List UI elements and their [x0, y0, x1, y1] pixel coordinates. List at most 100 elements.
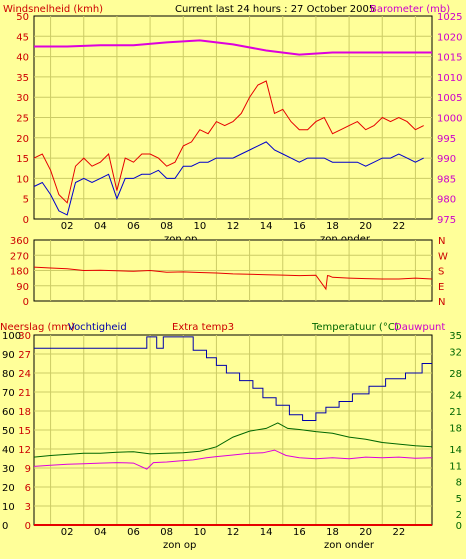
direction-y-tick: 180 [10, 267, 29, 278]
compass-label: W [438, 251, 448, 262]
humidity-y-ticks: 0 10 20 30 40 50 60 70 80 90 100 [2, 331, 21, 532]
x-tick-label: 22 [392, 527, 405, 538]
wind-y-tick: 40 [16, 53, 29, 64]
rain-y-tick: 24 [18, 369, 31, 380]
temperature-y-tick: 5 [456, 494, 462, 505]
x-tick-label: 20 [359, 527, 372, 538]
rain-y-tick: 12 [18, 445, 31, 456]
humidity-y-tick: 40 [2, 445, 15, 456]
compass-label: N [438, 297, 445, 308]
direction-y-tick: 270 [10, 251, 29, 262]
sunset-label-2: zon onder [324, 540, 375, 551]
temperature-y-tick: 18 [449, 423, 462, 434]
barometer-y-tick: 1005 [437, 93, 462, 104]
wind-y-tick: 5 [23, 195, 29, 206]
barometer-y-tick: 1010 [437, 73, 462, 84]
temperature-y-tick: 14 [449, 445, 462, 456]
temperature-x-ticks: 02 04 06 08 10 12 14 16 18 20 22 [61, 527, 405, 538]
wind-y-tick: 10 [16, 174, 29, 185]
x-tick-label: 14 [260, 221, 273, 232]
x-tick-label: 10 [193, 221, 206, 232]
chart-period-title: Current last 24 hours : 27 October 2005 [175, 4, 375, 15]
compass-label: N [438, 236, 445, 247]
compass-label: E [438, 282, 444, 293]
wind-x-ticks: 02 04 06 08 10 12 14 16 18 20 22 [61, 221, 405, 232]
temperature-y-tick: 32 [449, 347, 462, 358]
direction-y-tick: 360 [10, 236, 29, 247]
wind-average-line [33, 141, 424, 216]
x-tick-label: 06 [127, 221, 140, 232]
wind-y-tick: 20 [16, 134, 29, 145]
wind-direction-line [33, 266, 433, 291]
barometer-y-tick: 1025 [437, 12, 462, 23]
barometer-y-tick: 1020 [437, 32, 462, 43]
legend-temperature: Temperatuur (°C) [311, 322, 399, 333]
wind-y-tick: 25 [16, 114, 29, 125]
dewpoint-line [33, 449, 433, 470]
barometer-y-tick: 985 [437, 174, 456, 185]
x-tick-label: 16 [293, 221, 306, 232]
temperature-y-tick: 8 [456, 478, 462, 489]
humidity-y-tick: 20 [2, 483, 15, 494]
rain-y-tick: 27 [18, 350, 31, 361]
x-tick-label: 14 [260, 527, 273, 538]
rain-y-tick: 15 [18, 426, 31, 437]
x-tick-label: 12 [227, 221, 240, 232]
barometer-y-tick: 990 [437, 154, 456, 165]
wind-gust-line [33, 80, 424, 204]
barometer-y-tick: 980 [437, 195, 456, 206]
wind-y-tick: 0 [23, 215, 29, 226]
rain-y-tick: 9 [25, 464, 31, 475]
temperature-y-tick: 21 [449, 407, 462, 418]
direction-y-ticks: 0 90 180 270 360 [10, 236, 29, 308]
wind-y-tick: 35 [16, 73, 29, 84]
humidity-y-tick: 90 [2, 350, 15, 361]
temperature-grid [34, 335, 432, 525]
rain-y-tick: 0 [25, 521, 31, 532]
x-tick-label: 02 [61, 527, 74, 538]
rain-y-tick: 6 [25, 483, 31, 494]
wind-y-ticks: 0 5 10 15 20 25 30 35 40 45 50 [16, 12, 29, 226]
direction-y-tick: 90 [16, 282, 29, 293]
humidity-y-tick: 50 [2, 426, 15, 437]
humidity-line [34, 336, 432, 421]
humidity-y-tick: 10 [2, 502, 15, 513]
legend-extra-temp3: Extra temp3 [172, 322, 234, 333]
legend-humidity: Vochtigheid [68, 322, 127, 333]
barometer-y-ticks: 975 980 985 990 995 1000 1005 1010 1015 1020 1025 [437, 12, 462, 226]
x-tick-label: 08 [160, 527, 173, 538]
x-tick-label: 10 [193, 527, 206, 538]
wind-grid [34, 16, 432, 219]
legend-rain: Neerslag (mm) [0, 322, 75, 333]
bottom-legend: Neerslag (mm) Vochtigheid Extra temp3 Te… [0, 322, 445, 333]
temperature-line [33, 422, 433, 458]
temperature-y-tick: 2 [456, 510, 462, 521]
barometer-line [34, 39, 432, 56]
x-tick-label: 18 [326, 527, 339, 538]
rain-y-tick: 18 [18, 407, 31, 418]
direction-y-tick: 0 [23, 297, 29, 308]
x-tick-label: 08 [160, 221, 173, 232]
compass-label: S [438, 267, 444, 278]
temperature-y-tick: 24 [449, 391, 462, 402]
temperature-y-tick: 11 [449, 461, 462, 472]
barometer-y-tick: 1000 [437, 114, 462, 125]
temperature-y-tick: 28 [449, 369, 462, 380]
barometer-y-tick: 975 [437, 215, 456, 226]
wind-y-tick: 45 [16, 32, 29, 43]
x-tick-label: 20 [359, 221, 372, 232]
temperature-y-tick: 35 [449, 331, 462, 342]
x-tick-label: 04 [94, 527, 107, 538]
x-tick-label: 02 [61, 221, 74, 232]
wind-y-tick: 30 [16, 93, 29, 104]
legend-dewpoint: Dauwpunt [394, 322, 445, 333]
barometer-y-tick: 995 [437, 134, 456, 145]
barometer-title: Barometer (mb) [370, 4, 450, 15]
humidity-y-tick: 70 [2, 388, 15, 399]
rain-y-tick: 3 [25, 502, 31, 513]
x-tick-label: 18 [326, 221, 339, 232]
